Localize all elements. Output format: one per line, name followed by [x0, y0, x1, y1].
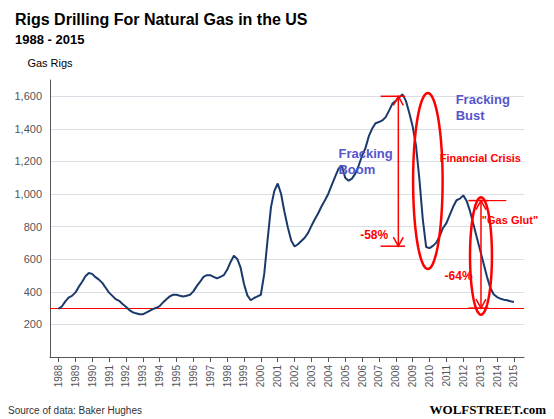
- svg-text:Fracking: Fracking: [456, 92, 510, 107]
- svg-text:Fracking: Fracking: [338, 146, 392, 161]
- svg-text:2015: 2015: [508, 365, 519, 388]
- svg-text:WOLFSTREET.com: WOLFSTREET.com: [430, 402, 547, 417]
- svg-text:"Gas Glut": "Gas Glut": [482, 214, 538, 226]
- svg-text:1997: 1997: [205, 365, 216, 388]
- svg-text:2004: 2004: [323, 365, 334, 388]
- svg-text:2002: 2002: [289, 365, 300, 388]
- svg-text:1,000: 1,000: [14, 188, 42, 200]
- svg-text:1988 - 2015: 1988 - 2015: [15, 32, 84, 47]
- svg-text:1990: 1990: [87, 365, 98, 388]
- svg-text:2008: 2008: [390, 365, 401, 388]
- svg-text:1995: 1995: [171, 365, 182, 388]
- svg-text:2005: 2005: [340, 365, 351, 388]
- svg-text:2000: 2000: [255, 365, 266, 388]
- svg-text:Financial Crisis: Financial Crisis: [440, 152, 521, 164]
- svg-text:2006: 2006: [357, 365, 368, 388]
- svg-text:Boom: Boom: [338, 162, 375, 177]
- svg-text:200: 200: [24, 318, 42, 330]
- svg-text:1999: 1999: [238, 365, 249, 388]
- svg-text:1,600: 1,600: [14, 90, 42, 102]
- svg-text:2001: 2001: [272, 365, 283, 388]
- svg-text:1996: 1996: [188, 365, 199, 388]
- svg-text:1,200: 1,200: [14, 155, 42, 167]
- svg-text:2010: 2010: [424, 365, 435, 388]
- svg-text:2003: 2003: [306, 365, 317, 388]
- svg-text:2007: 2007: [373, 365, 384, 388]
- svg-text:-58%: -58%: [360, 228, 388, 242]
- svg-text:1998: 1998: [222, 365, 233, 388]
- svg-text:1988: 1988: [53, 365, 64, 388]
- svg-text:Rigs Drilling For Natural Gas: Rigs Drilling For Natural Gas in the US: [15, 11, 308, 28]
- svg-text:1992: 1992: [120, 365, 131, 388]
- svg-text:1993: 1993: [137, 365, 148, 388]
- svg-text:2011: 2011: [441, 365, 452, 387]
- svg-text:Bust: Bust: [456, 108, 486, 123]
- svg-text:1994: 1994: [154, 365, 165, 388]
- svg-text:1,400: 1,400: [14, 123, 42, 135]
- svg-text:600: 600: [24, 253, 42, 265]
- svg-text:400: 400: [24, 286, 42, 298]
- svg-text:Source of data: Baker Hughes: Source of data: Baker Hughes: [8, 405, 142, 416]
- svg-text:2012: 2012: [458, 365, 469, 388]
- svg-text:2014: 2014: [492, 365, 503, 388]
- svg-text:2013: 2013: [475, 365, 486, 388]
- svg-text:-64%: -64%: [445, 269, 473, 283]
- svg-text:1989: 1989: [70, 365, 81, 388]
- svg-text:Gas Rigs: Gas Rigs: [27, 57, 73, 69]
- svg-text:1991: 1991: [104, 365, 115, 388]
- svg-text:2009: 2009: [407, 365, 418, 388]
- svg-text:800: 800: [24, 221, 42, 233]
